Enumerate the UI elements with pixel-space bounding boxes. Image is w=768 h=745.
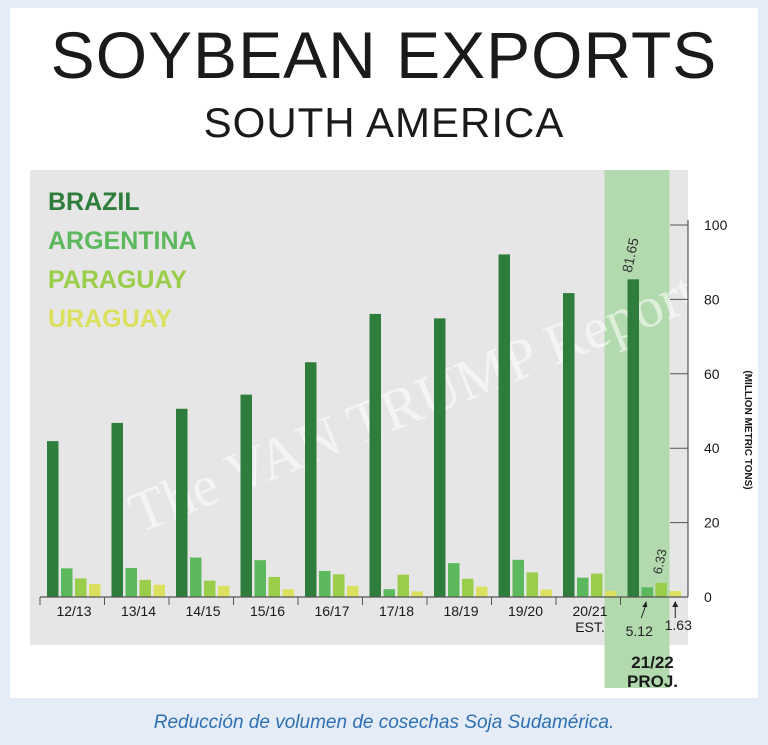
x-tick-label-8: 20/21 (572, 603, 607, 619)
bar-paraguay-4 (333, 574, 345, 597)
bar-brazil-5 (369, 313, 381, 597)
y-tick-label-60: 60 (704, 366, 720, 382)
x-tick-label-9-line2: PROJ. (627, 672, 678, 691)
annotation-paraguay-value: 6.33 (650, 548, 670, 576)
bar-paraguay-6 (462, 578, 474, 597)
bar-argentina-4 (319, 570, 331, 597)
bar-uraguay-2 (218, 585, 230, 597)
bar-argentina-7 (512, 559, 524, 597)
bar-uraguay-7 (540, 589, 552, 597)
x-tick-label-7: 19/20 (508, 603, 543, 619)
x-tick-label-8-line2: EST. (575, 619, 605, 635)
legend-item-paraguay: PARAGUAY (48, 266, 187, 294)
bar-brazil-4 (305, 362, 317, 597)
annotation-argentina-value: 5.12 (626, 623, 653, 639)
plot-panel (30, 170, 688, 645)
y-tick-label-80: 80 (704, 291, 720, 307)
x-tick-label-0: 12/13 (56, 603, 91, 619)
bar-argentina-6 (448, 563, 460, 597)
bar-paraguay-2 (204, 580, 216, 597)
bar-brazil-0 (47, 441, 59, 597)
bar-brazil-3 (240, 394, 252, 597)
bar-argentina-2 (190, 557, 202, 597)
y-tick-label-0: 0 (704, 589, 712, 605)
bar-argentina-0 (61, 568, 73, 597)
legend-item-brazil: BRAZIL (48, 188, 140, 216)
x-tick-label-3: 15/16 (250, 603, 285, 619)
bar-uraguay-1 (153, 584, 165, 597)
bar-argentina-9 (641, 587, 653, 597)
x-tick-label-5: 17/18 (379, 603, 414, 619)
bar-argentina-8 (577, 577, 589, 597)
bar-paraguay-5 (397, 574, 409, 597)
bar-brazil-9 (627, 279, 639, 597)
annotation-uruguay-arrowhead (672, 601, 679, 607)
x-tick-label-2: 14/15 (185, 603, 220, 619)
chart-title: SOYBEAN EXPORTS (50, 18, 718, 92)
bar-brazil-6 (434, 318, 446, 597)
bar-brazil-7 (498, 254, 510, 597)
bar-paraguay-9 (655, 582, 667, 597)
legend-item-argentina: ARGENTINA (48, 227, 197, 255)
image-caption: Reducción de volumen de cosechas Soja Su… (153, 712, 615, 733)
x-tick-label-4: 16/17 (314, 603, 349, 619)
x-tick-label-9: 21/22 (631, 653, 674, 672)
bar-argentina-1 (125, 567, 137, 597)
annotation-argentina-arrowhead (642, 601, 648, 607)
x-tick-label-6: 18/19 (443, 603, 478, 619)
bar-uraguay-9 (669, 591, 681, 597)
bar-paraguay-7 (526, 572, 538, 597)
bar-argentina-5 (383, 589, 395, 597)
bar-paraguay-0 (75, 578, 87, 597)
bar-brazil-2 (176, 408, 188, 597)
bar-uraguay-3 (282, 589, 294, 597)
bar-paraguay-3 (268, 576, 280, 597)
y-axis-label: (MILLION METRIC TONS) (742, 370, 753, 489)
annotation-brazil-value: 81.65 (619, 236, 642, 274)
bar-brazil-8 (563, 293, 575, 597)
bar-uraguay-6 (476, 586, 488, 597)
annotation-uruguay-value: 1.63 (665, 617, 692, 633)
bar-argentina-3 (254, 560, 266, 597)
chart-subtitle: SOUTH AMERICA (203, 99, 565, 146)
bar-paraguay-1 (139, 579, 151, 597)
bar-uraguay-5 (411, 591, 423, 597)
y-tick-label-40: 40 (704, 440, 720, 456)
y-tick-label-100: 100 (704, 217, 728, 233)
x-tick-label-1: 13/14 (121, 603, 156, 619)
bar-uraguay-8 (605, 591, 617, 597)
y-tick-label-20: 20 (704, 515, 720, 531)
bar-uraguay-0 (89, 583, 101, 597)
bar-uraguay-4 (347, 585, 359, 597)
legend-item-uraguay: URAGUAY (48, 305, 172, 333)
bar-paraguay-8 (591, 573, 603, 597)
bar-brazil-1 (111, 422, 123, 597)
